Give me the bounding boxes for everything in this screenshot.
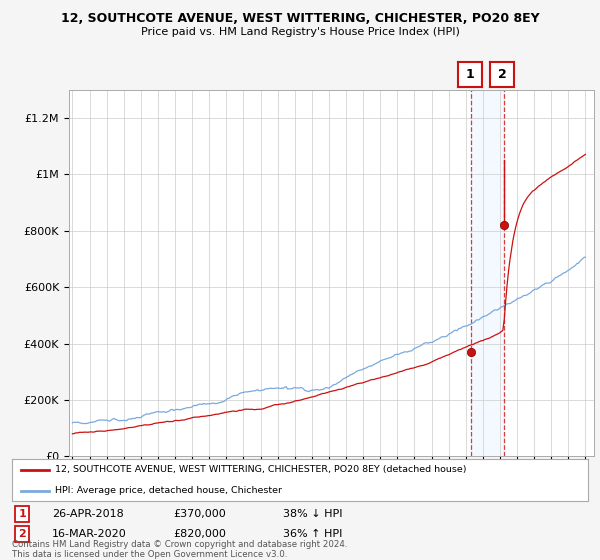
- Text: Price paid vs. HM Land Registry's House Price Index (HPI): Price paid vs. HM Land Registry's House …: [140, 27, 460, 37]
- Text: 12, SOUTHCOTE AVENUE, WEST WITTERING, CHICHESTER, PO20 8EY: 12, SOUTHCOTE AVENUE, WEST WITTERING, CH…: [61, 12, 539, 25]
- Text: £820,000: £820,000: [173, 529, 226, 539]
- Text: 1: 1: [19, 509, 26, 519]
- Bar: [471, 90, 503, 456]
- Text: 16-MAR-2020: 16-MAR-2020: [52, 529, 127, 539]
- Text: 1: 1: [465, 68, 474, 81]
- Text: HPI: Average price, detached house, Chichester: HPI: Average price, detached house, Chic…: [55, 486, 282, 495]
- Text: 36% ↑ HPI: 36% ↑ HPI: [283, 529, 342, 539]
- Text: £370,000: £370,000: [173, 509, 226, 519]
- Text: 2: 2: [19, 529, 26, 539]
- Text: 26-APR-2018: 26-APR-2018: [52, 509, 124, 519]
- Text: Contains HM Land Registry data © Crown copyright and database right 2024.
This d: Contains HM Land Registry data © Crown c…: [12, 540, 347, 559]
- Text: 2: 2: [498, 68, 507, 81]
- Text: 38% ↓ HPI: 38% ↓ HPI: [283, 509, 342, 519]
- Text: 12, SOUTHCOTE AVENUE, WEST WITTERING, CHICHESTER, PO20 8EY (detached house): 12, SOUTHCOTE AVENUE, WEST WITTERING, CH…: [55, 465, 467, 474]
